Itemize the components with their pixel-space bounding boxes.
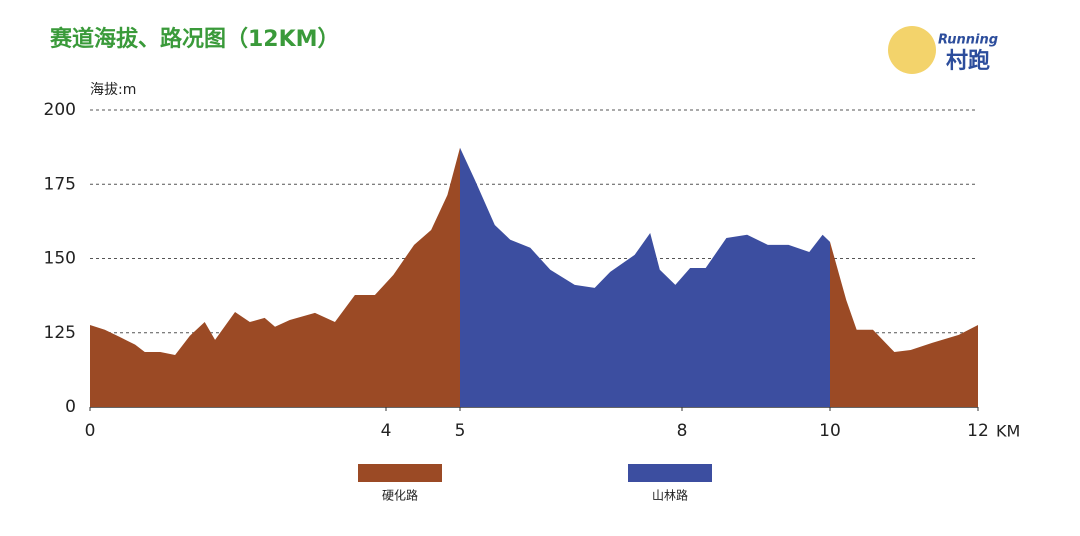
y-tick-label: 150 <box>44 249 76 269</box>
legend-label: 山林路 <box>652 488 688 503</box>
legend-swatch <box>358 464 442 482</box>
x-tick-label: 10 <box>819 421 841 441</box>
y-axis-label: 海拔:m <box>90 82 136 98</box>
y-tick-label: 175 <box>44 174 76 194</box>
area <box>830 241 978 407</box>
x-axis-label: KM <box>996 422 1020 441</box>
y-tick-label: 0 <box>65 397 76 417</box>
x-tick-label: 4 <box>381 421 392 441</box>
legend-label: 硬化路 <box>382 488 418 503</box>
legend-swatch <box>628 464 712 482</box>
x-tick-label: 12 <box>967 421 989 441</box>
logo: Running 村跑 <box>888 26 998 74</box>
y-tick-label: 125 <box>44 323 76 343</box>
area <box>460 147 830 407</box>
logo-text: Running <box>938 33 998 48</box>
y-tick-label: 200 <box>44 100 76 120</box>
chart-title: 赛道海拔、路况图（12KM） <box>49 26 340 52</box>
x-tick-label: 8 <box>677 421 688 441</box>
area <box>90 147 460 407</box>
x-tick-label: 5 <box>455 421 466 441</box>
logo-icon <box>888 26 936 74</box>
x-tick-label: 0 <box>85 421 96 441</box>
logo-text: 村跑 <box>946 49 990 74</box>
